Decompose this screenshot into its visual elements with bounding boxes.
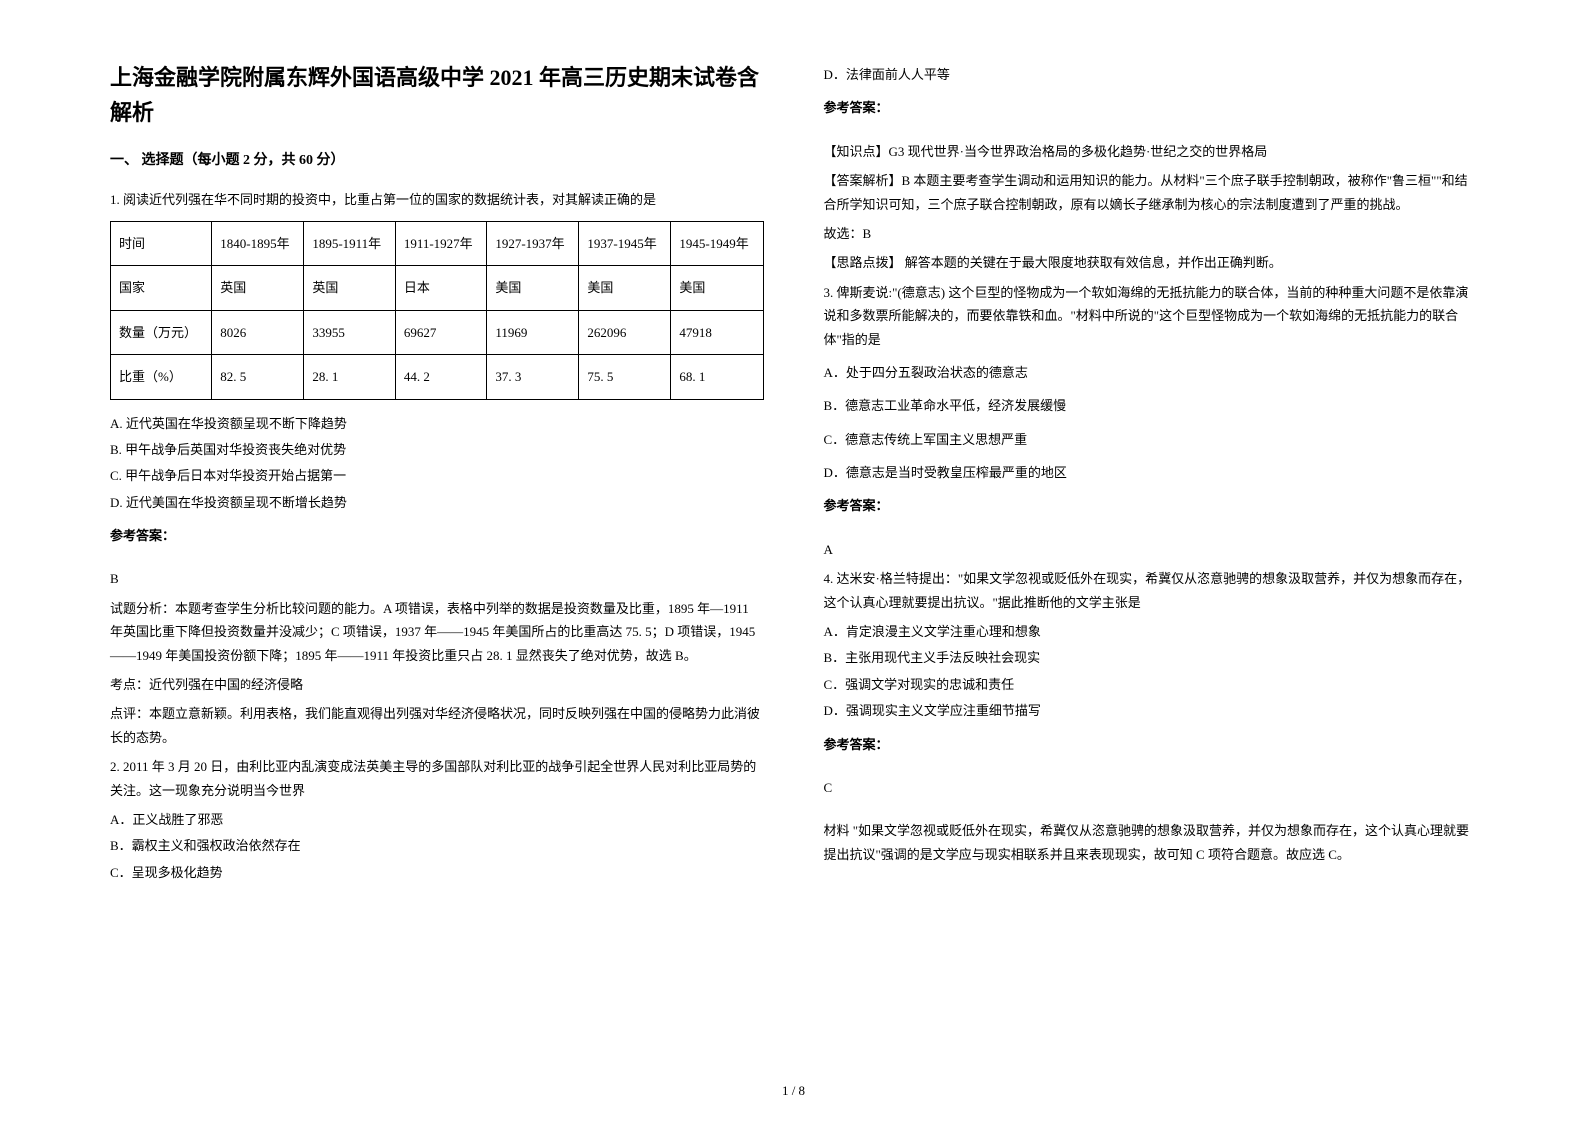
cell: 美国	[487, 266, 579, 310]
answer-heading: 参考答案：	[824, 96, 1478, 119]
cell: 美国	[579, 266, 671, 310]
cell: 8026	[212, 310, 304, 354]
q2-explain-4: 【思路点拨】 解答本题的关键在于最大限度地获取有效信息，并作出正确判断。	[824, 251, 1478, 274]
q1-options: A. 近代英国在华投资额呈现不断下降趋势 B. 甲午战争后英国对华投资丧失绝对优…	[110, 412, 764, 515]
option-a: A．肯定浪漫主义文学注重心理和想象	[824, 620, 1478, 643]
q2-explain-1: 【知识点】G3 现代世界·当今世界政治格局的多极化趋势·世纪之交的世界格局	[824, 140, 1478, 163]
option-b: B．德意志工业革命水平低，经济发展缓慢	[824, 394, 1478, 417]
cell: 11969	[487, 310, 579, 354]
option-b: B. 甲午战争后英国对华投资丧失绝对优势	[110, 438, 764, 461]
q3-options: A．处于四分五裂政治状态的德意志 B．德意志工业革命水平低，经济发展缓慢 C．德…	[824, 361, 1478, 485]
question-2: 2. 2011 年 3 月 20 日，由利比亚内乱演变成法英美主导的多国部队对利…	[110, 755, 764, 884]
option-c: C. 甲午战争后日本对华投资开始占据第一	[110, 464, 764, 487]
q3-answer: A	[824, 538, 1478, 561]
q4-answer: C	[824, 776, 1478, 799]
question-4: 4. 达米安·格兰特提出："如果文学忽视或贬低外在现实，希冀仅从恣意驰骋的想象汲…	[824, 567, 1478, 866]
cell: 69627	[395, 310, 487, 354]
q1-explain-2: 考点：近代列强在中国的经济侵略	[110, 673, 764, 696]
question-1: 1. 阅读近代列强在华不同时期的投资中，比重占第一位的国家的数据统计表，对其解读…	[110, 188, 764, 750]
option-b: B．主张用现代主义手法反映社会现实	[824, 646, 1478, 669]
cell: 262096	[579, 310, 671, 354]
cell: 28. 1	[304, 355, 396, 399]
q3-stem: 3. 俾斯麦说:"(德意志) 这个巨型的怪物成为一个软如海绵的无抵抗能力的联合体…	[824, 281, 1478, 351]
q2-explain-2: 【答案解析】B 本题主要考查学生调动和运用知识的能力。从材料"三个庶子联手控制朝…	[824, 169, 1478, 216]
cell: 英国	[212, 266, 304, 310]
cell: 日本	[395, 266, 487, 310]
q4-explain: 材料 "如果文学忽视或贬低外在现实，希冀仅从恣意驰骋的想象汲取营养，并仅为想象而…	[824, 819, 1478, 866]
cell: 75. 5	[579, 355, 671, 399]
option-a: A．处于四分五裂政治状态的德意志	[824, 361, 1478, 384]
page-footer: 1 / 8	[0, 1079, 1587, 1102]
option-d: D．德意志是当时受教皇压榨最严重的地区	[824, 461, 1478, 484]
q1-table: 时间 1840-1895年 1895-1911年 1911-1927年 1927…	[110, 221, 764, 400]
q2-options-left: A．正义战胜了邪恶 B．霸权主义和强权政治依然存在 C．呈现多极化趋势	[110, 808, 764, 884]
option-d: D．法律面前人人平等	[824, 63, 1478, 86]
left-column: 上海金融学院附属东辉外国语高级中学 2021 年高三历史期末试卷含解析 一、 选…	[80, 60, 794, 1092]
table-row: 数量（万元） 8026 33955 69627 11969 262096 479…	[111, 310, 764, 354]
cell: 数量（万元）	[111, 310, 212, 354]
q1-exp2a: 考点：近代列强在中国	[110, 677, 240, 692]
option-c: C．德意志传统上军国主义思想严重	[824, 428, 1478, 451]
option-c: C．强调文学对现实的忠诚和责任	[824, 673, 1478, 696]
q1-exp2b: 经济侵略	[251, 677, 303, 692]
cell: 44. 2	[395, 355, 487, 399]
cell: 47918	[671, 310, 763, 354]
q1-explain-1: 试题分析：本题考查学生分析比较问题的能力。A 项错误，表格中列举的数据是投资数量…	[110, 597, 764, 667]
q2-stem: 2. 2011 年 3 月 20 日，由利比亚内乱演变成法英美主导的多国部队对利…	[110, 755, 764, 802]
answer-heading: 参考答案：	[110, 524, 764, 547]
cell: 1937-1945年	[579, 221, 671, 265]
cell: 美国	[671, 266, 763, 310]
doc-title: 上海金融学院附属东辉外国语高级中学 2021 年高三历史期末试卷含解析	[110, 60, 764, 130]
question-3: 3. 俾斯麦说:"(德意志) 这个巨型的怪物成为一个软如海绵的无抵抗能力的联合体…	[824, 281, 1478, 562]
option-c: C．呈现多极化趋势	[110, 861, 764, 884]
table-row: 比重（%） 82. 5 28. 1 44. 2 37. 3 75. 5 68. …	[111, 355, 764, 399]
cell: 68. 1	[671, 355, 763, 399]
cell: 82. 5	[212, 355, 304, 399]
q1-stem: 1. 阅读近代列强在华不同时期的投资中，比重占第一位的国家的数据统计表，对其解读…	[110, 188, 764, 211]
cell: 1911-1927年	[395, 221, 487, 265]
de-char: 的	[240, 679, 251, 691]
option-b: B．霸权主义和强权政治依然存在	[110, 834, 764, 857]
cell: 国家	[111, 266, 212, 310]
cell: 1895-1911年	[304, 221, 396, 265]
q2-explain-3: 故选：B	[824, 222, 1478, 245]
cell: 37. 3	[487, 355, 579, 399]
answer-heading: 参考答案：	[824, 494, 1478, 517]
option-a: A．正义战胜了邪恶	[110, 808, 764, 831]
table-row: 时间 1840-1895年 1895-1911年 1911-1927年 1927…	[111, 221, 764, 265]
option-a: A. 近代英国在华投资额呈现不断下降趋势	[110, 412, 764, 435]
cell: 英国	[304, 266, 396, 310]
q1-answer: B	[110, 567, 764, 590]
cell: 33955	[304, 310, 396, 354]
q1-explain-3: 点评：本题立意新颖。利用表格，我们能直观得出列强对华经济侵略状况，同时反映列强在…	[110, 702, 764, 749]
cell: 1945-1949年	[671, 221, 763, 265]
table-row: 国家 英国 英国 日本 美国 美国 美国	[111, 266, 764, 310]
cell: 时间	[111, 221, 212, 265]
q2-option-d: D．法律面前人人平等	[824, 63, 1478, 86]
option-d: D. 近代美国在华投资额呈现不断增长趋势	[110, 491, 764, 514]
section-heading: 一、 选择题（每小题 2 分，共 60 分）	[110, 148, 764, 173]
page: 上海金融学院附属东辉外国语高级中学 2021 年高三历史期末试卷含解析 一、 选…	[0, 0, 1587, 1122]
q4-options: A．肯定浪漫主义文学注重心理和想象 B．主张用现代主义手法反映社会现实 C．强调…	[824, 620, 1478, 723]
cell: 比重（%）	[111, 355, 212, 399]
cell: 1927-1937年	[487, 221, 579, 265]
cell: 1840-1895年	[212, 221, 304, 265]
q4-stem: 4. 达米安·格兰特提出："如果文学忽视或贬低外在现实，希冀仅从恣意驰骋的想象汲…	[824, 567, 1478, 614]
answer-heading: 参考答案：	[824, 733, 1478, 756]
right-column: D．法律面前人人平等 参考答案： 【知识点】G3 现代世界·当今世界政治格局的多…	[794, 60, 1508, 1092]
option-d: D．强调现实主义文学应注重细节描写	[824, 699, 1478, 722]
page-number: 1 / 8	[782, 1083, 805, 1098]
